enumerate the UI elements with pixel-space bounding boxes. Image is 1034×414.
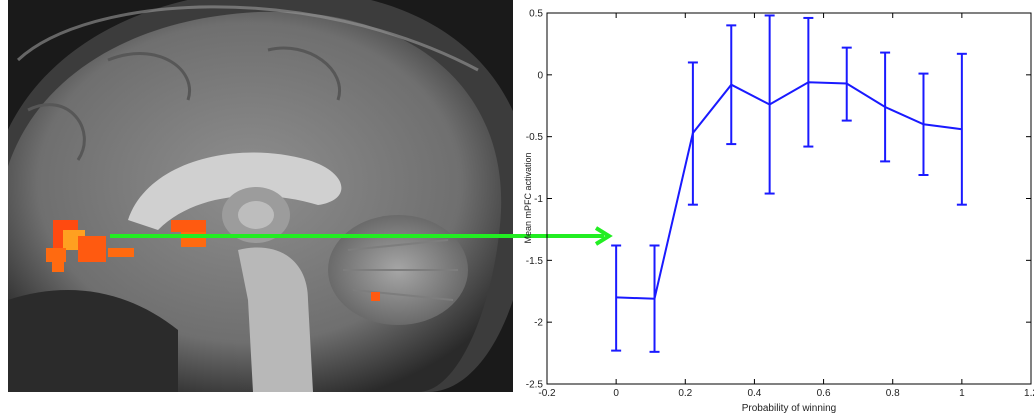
arrow-head <box>594 226 613 246</box>
y-tick-label: 0 <box>537 70 543 81</box>
plot-area <box>546 12 1032 385</box>
series-line <box>616 81 963 300</box>
brain-mri-svg <box>8 0 513 392</box>
error-bars <box>611 14 967 353</box>
arrow <box>110 226 613 246</box>
brain-mri-image <box>8 0 513 392</box>
x-tick-label: 0.4 <box>747 388 761 399</box>
brainstem <box>238 247 313 392</box>
x-tick-label: 0 <box>613 388 619 399</box>
y-tick-label: 0.5 <box>529 9 543 20</box>
y-axis-label: Mean mPFC activation <box>523 152 533 243</box>
x-tick-label: 1 <box>959 388 965 399</box>
y-axis: -2.5 -2 -1.5 -1 -0.5 0 0.5 <box>526 9 1031 391</box>
y-tick-label: -1 <box>534 194 543 205</box>
sulci <box>27 46 341 161</box>
y-tick-label: -2 <box>534 318 543 329</box>
x-tick-label: -0.2 <box>538 388 556 399</box>
y-tick-label: -1.5 <box>526 256 544 267</box>
corpus-callosum <box>128 152 342 230</box>
x-tick-label: 0.6 <box>817 388 831 399</box>
x-axis: -0.2 0 0.2 0.4 0.6 0.8 1 1.2 <box>538 13 1034 399</box>
x-tick-label: 1.2 <box>1024 388 1034 399</box>
y-tick-label: -2.5 <box>526 380 544 391</box>
x-tick-label: 0.8 <box>886 388 900 399</box>
y-tick-label: -0.5 <box>526 132 544 143</box>
thalamus-inner <box>238 201 274 229</box>
x-axis-label: Probability of winning <box>742 403 837 414</box>
face-region <box>8 290 178 392</box>
x-tick-label: 0.2 <box>678 388 692 399</box>
skull-rim <box>16 5 479 72</box>
cerebellum-folia <box>343 239 458 301</box>
activation-clusters <box>46 220 380 301</box>
